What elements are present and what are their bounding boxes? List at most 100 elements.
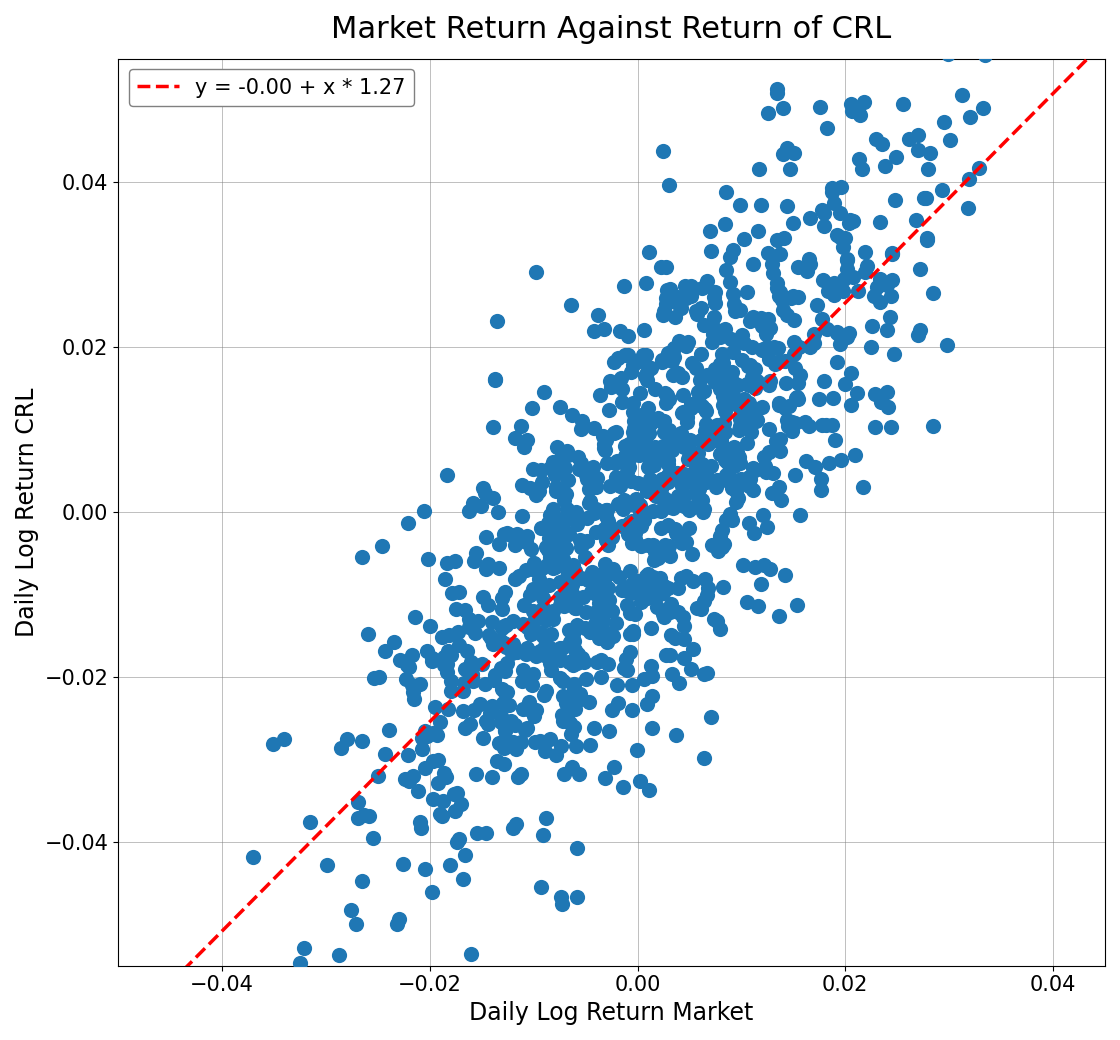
Point bbox=[874, 136, 892, 153]
Point bbox=[622, 604, 640, 621]
Point bbox=[772, 443, 790, 460]
Point bbox=[618, 597, 636, 614]
Point bbox=[560, 526, 578, 543]
Point bbox=[495, 635, 513, 652]
Point bbox=[439, 701, 457, 718]
Point bbox=[645, 453, 663, 470]
Point bbox=[885, 345, 903, 362]
Point bbox=[474, 589, 492, 605]
Point bbox=[517, 720, 535, 736]
Point bbox=[700, 424, 718, 441]
Point bbox=[675, 618, 693, 634]
Point bbox=[330, 946, 348, 963]
Point bbox=[712, 375, 730, 392]
Point bbox=[616, 468, 634, 485]
Point bbox=[655, 609, 673, 626]
Point bbox=[553, 532, 571, 549]
Point bbox=[670, 603, 688, 620]
Point bbox=[785, 334, 803, 350]
Point bbox=[419, 551, 437, 568]
Point bbox=[682, 288, 700, 305]
Point bbox=[692, 346, 710, 363]
Point bbox=[504, 614, 522, 630]
Point bbox=[771, 431, 788, 447]
Point bbox=[703, 334, 721, 350]
Point bbox=[592, 669, 610, 685]
Point bbox=[479, 626, 497, 643]
Point bbox=[784, 215, 802, 232]
Point bbox=[480, 704, 498, 721]
Point bbox=[675, 488, 693, 504]
Point bbox=[617, 650, 635, 667]
Point bbox=[708, 479, 726, 496]
Point bbox=[385, 633, 403, 650]
Point bbox=[684, 573, 702, 590]
Point bbox=[525, 554, 543, 571]
Point bbox=[567, 600, 585, 617]
Point bbox=[815, 217, 833, 234]
Point bbox=[535, 384, 553, 400]
Point bbox=[766, 356, 784, 372]
Point bbox=[599, 537, 617, 553]
Point bbox=[698, 665, 716, 681]
Point bbox=[454, 870, 472, 887]
Point bbox=[495, 618, 513, 634]
Point bbox=[463, 670, 480, 686]
Point bbox=[645, 543, 663, 560]
Point bbox=[542, 518, 560, 535]
Point bbox=[805, 326, 823, 342]
Point bbox=[704, 610, 722, 627]
Point bbox=[552, 597, 570, 614]
Point bbox=[400, 658, 418, 675]
Point bbox=[739, 478, 757, 495]
Point bbox=[607, 423, 625, 440]
Point bbox=[637, 275, 655, 291]
Point bbox=[676, 278, 694, 294]
Point bbox=[609, 496, 627, 513]
Point bbox=[663, 666, 681, 682]
Point bbox=[596, 770, 614, 786]
Point bbox=[709, 433, 727, 449]
Point bbox=[498, 683, 516, 700]
Point bbox=[590, 387, 608, 404]
Point bbox=[439, 643, 457, 659]
Point bbox=[596, 442, 614, 459]
Point bbox=[624, 529, 642, 546]
Point bbox=[813, 417, 831, 434]
Point bbox=[680, 333, 698, 349]
Point bbox=[935, 113, 953, 130]
Point bbox=[631, 497, 648, 514]
Point bbox=[744, 368, 762, 385]
Point bbox=[732, 404, 750, 420]
Point bbox=[491, 632, 508, 649]
Point bbox=[569, 888, 587, 905]
Point bbox=[530, 582, 548, 599]
Point bbox=[924, 285, 942, 302]
Title: Market Return Against Return of CRL: Market Return Against Return of CRL bbox=[332, 15, 892, 44]
Point bbox=[682, 399, 700, 416]
Point bbox=[688, 482, 706, 498]
Point bbox=[483, 698, 501, 714]
Point bbox=[554, 551, 572, 568]
Point bbox=[915, 189, 933, 206]
Point bbox=[463, 666, 480, 682]
Point bbox=[493, 681, 511, 698]
Point bbox=[684, 465, 702, 482]
Point bbox=[421, 618, 439, 634]
Point bbox=[715, 397, 732, 414]
Point bbox=[726, 296, 744, 313]
Point bbox=[498, 655, 516, 672]
Point bbox=[909, 327, 927, 343]
Point bbox=[656, 385, 674, 401]
Point bbox=[626, 605, 644, 622]
Point bbox=[823, 417, 841, 434]
Point bbox=[626, 530, 644, 547]
Point bbox=[581, 736, 599, 753]
Point bbox=[623, 535, 641, 551]
Point bbox=[815, 373, 833, 390]
Point bbox=[799, 262, 816, 279]
Point bbox=[579, 694, 597, 710]
Point bbox=[671, 298, 689, 315]
Point bbox=[551, 399, 569, 416]
Point bbox=[557, 695, 575, 711]
